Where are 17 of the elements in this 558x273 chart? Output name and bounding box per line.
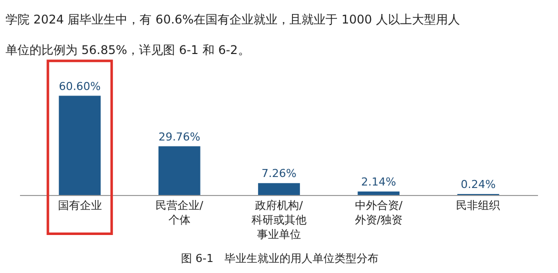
bar <box>358 192 400 195</box>
x-tick-label: 中外合资/外资/独资 <box>354 199 403 226</box>
caption: 图 6-1 毕业生就业的用人单位类型分布 <box>181 252 378 265</box>
chart-subtitle: 单位的比例为 56.85%，详见图 6-1 和 6-2。 <box>6 43 250 58</box>
bar <box>58 96 101 195</box>
x-tick-label: 民非组织 <box>456 199 500 212</box>
data-label: 7.26% <box>262 167 296 180</box>
data-label: 0.24% <box>460 178 496 191</box>
chart-title: 学院 2024 届毕业生中，有 60.6%在国有企业就业，且就业于 1000 人以上大型用人 <box>6 12 460 26</box>
bar <box>258 183 300 195</box>
bar <box>158 146 200 195</box>
x-tick-label: 政府机构/科研或其他事业单位 <box>252 199 306 241</box>
data-label: 2.14% <box>361 176 396 188</box>
x-tick-label: 民营企业/个体 <box>156 199 204 226</box>
data-label: 29.76% <box>158 130 200 144</box>
data-label: 60.60% <box>58 80 101 93</box>
x-tick-label: 国有企业 <box>58 199 102 212</box>
